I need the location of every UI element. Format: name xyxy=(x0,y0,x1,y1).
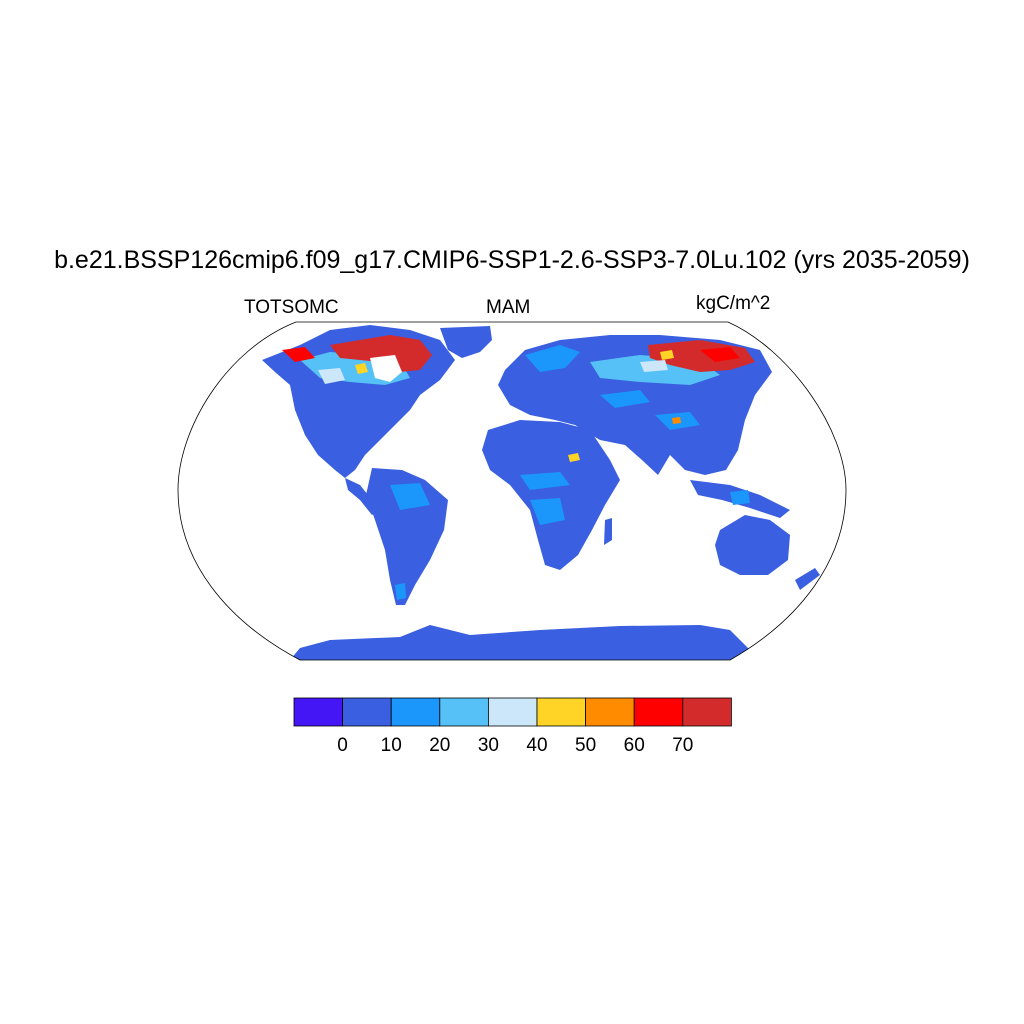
plot-title: b.e21.BSSP126cmip6.f09_g17.CMIP6-SSP1-2.… xyxy=(54,246,970,274)
colorbar-swatch xyxy=(390,697,441,727)
hotspot-tibet-orange xyxy=(672,417,681,424)
colorbar-tick-label: 0 xyxy=(337,735,348,756)
colorbar: 0 10 20 30 40 50 60 70 xyxy=(293,697,732,756)
colorbar-swatch xyxy=(342,697,392,727)
colorbar-swatch xyxy=(536,697,586,727)
hotspot-siberia-white xyxy=(640,360,668,372)
land-greenland xyxy=(440,326,492,358)
hotspot-scandinavia xyxy=(525,345,580,372)
hotspot-canada-red2 xyxy=(282,347,315,362)
hotspot-sahel xyxy=(520,472,570,490)
hotspot-siberia-red2 xyxy=(700,347,740,362)
hotspot-siberia-yellow xyxy=(660,350,674,360)
colorbar-tick-label: 70 xyxy=(672,735,693,756)
colorbar-swatch xyxy=(633,697,684,727)
land-madagascar xyxy=(604,518,612,545)
colorbar-tick-label: 40 xyxy=(526,735,547,756)
variable-label: TOTSOMC xyxy=(244,297,339,318)
hotspot-central-asia xyxy=(600,390,650,408)
hotspot-patagonia xyxy=(395,583,406,600)
land-australia xyxy=(715,515,790,575)
water-hudson-bay xyxy=(370,355,402,382)
map-land-layer xyxy=(262,325,820,660)
hotspot-hudson-white xyxy=(318,368,345,384)
colorbar-swatch xyxy=(487,697,538,727)
hotspot-canada-red xyxy=(330,335,432,372)
hotspot-sudd xyxy=(568,453,580,462)
land-antarctica xyxy=(290,625,760,660)
hotspot-congo xyxy=(530,498,565,525)
map-border xyxy=(177,321,847,661)
season-label: MAM xyxy=(486,297,531,318)
colorbar-swatch xyxy=(682,697,732,727)
colorbar-tick-label: 30 xyxy=(478,735,499,756)
colorbar-swatch xyxy=(439,697,489,727)
hotspot-borneo xyxy=(730,490,750,505)
colorbar-tick-label: 60 xyxy=(624,735,645,756)
colorbar-tick-label: 50 xyxy=(575,735,596,756)
hotspot-amazon xyxy=(390,483,430,510)
land-new-zealand xyxy=(795,568,820,590)
hotspot-canada-yellow xyxy=(355,363,368,374)
colorbar-swatch xyxy=(585,697,635,727)
colorbar-tick-label: 10 xyxy=(381,735,402,756)
land-africa xyxy=(482,420,620,570)
colorbar-tick-label: 20 xyxy=(429,735,450,756)
units-label: kgC/m^2 xyxy=(696,293,771,314)
colorbar-swatch xyxy=(293,697,343,727)
